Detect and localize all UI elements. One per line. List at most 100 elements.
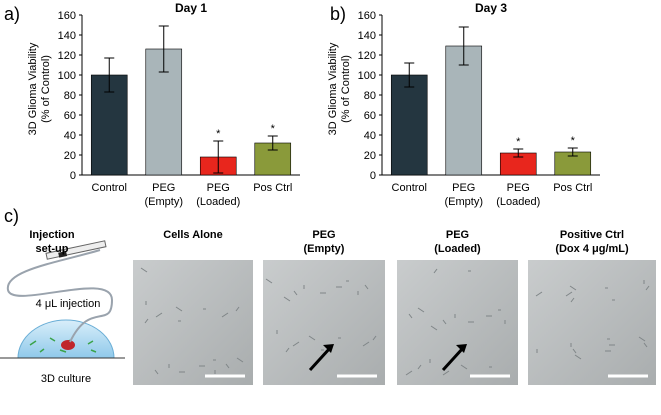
error-bar <box>458 26 469 66</box>
panel-label: a) <box>4 4 20 24</box>
cell-texture <box>572 348 577 354</box>
x-tick-label: PEG (Empty) <box>145 182 184 208</box>
cell-texture <box>236 357 244 363</box>
significance-mark: * <box>571 135 576 147</box>
y-tick-label: 80 <box>364 90 376 102</box>
y-tick-label: 40 <box>364 130 376 142</box>
tubing <box>6 249 114 343</box>
panel-label: b) <box>330 4 346 24</box>
cell-texture <box>570 297 575 303</box>
schematic-label: 4 μL injection <box>36 298 101 310</box>
cell-texture <box>265 278 273 284</box>
arrow-head <box>456 344 467 353</box>
cell-texture <box>155 312 163 318</box>
y-tick-label: 160 <box>358 10 376 22</box>
image-title: Cells Alone <box>163 229 223 241</box>
y-tick-label: 60 <box>364 110 376 122</box>
cell-texture <box>417 364 422 370</box>
error-bar <box>158 25 169 73</box>
cell-texture <box>408 313 413 319</box>
error-bar <box>104 57 115 93</box>
error-bar <box>513 148 524 158</box>
cell-texture <box>175 306 183 312</box>
cell-texture <box>442 319 447 325</box>
schematic-label: 3D culture <box>41 373 91 385</box>
cell-texture <box>283 296 291 302</box>
micrograph <box>263 260 385 385</box>
significance-mark: * <box>271 123 276 135</box>
image-title: PEG (Loaded) <box>434 229 481 255</box>
arrow <box>441 346 465 372</box>
x-tick-label: PEG (Empty) <box>445 182 484 208</box>
chart-title: Day 1 <box>175 1 207 15</box>
cell-texture <box>308 335 316 341</box>
micrograph <box>528 260 656 385</box>
culture-dome <box>17 319 115 359</box>
panel-label: c) <box>4 206 19 226</box>
cell-texture <box>154 369 159 375</box>
y-tick-label: 140 <box>58 30 76 42</box>
error-bar <box>213 140 224 174</box>
cell-texture <box>433 268 438 274</box>
cell-texture <box>417 307 425 313</box>
arrow-head <box>323 344 334 353</box>
x-tick-label: Control <box>92 182 127 194</box>
depot <box>61 340 75 350</box>
cell-texture <box>293 290 298 296</box>
y-tick-label: 140 <box>358 30 376 42</box>
y-tick-label: 0 <box>70 170 76 182</box>
micrograph <box>397 260 518 385</box>
y-tick-label: 20 <box>64 150 76 162</box>
cell-texture <box>574 354 582 360</box>
cell-texture <box>364 284 369 290</box>
y-tick-label: 0 <box>370 170 376 182</box>
y-tick-label: 100 <box>358 70 376 82</box>
micrograph <box>133 260 253 385</box>
y-tick-label: 120 <box>358 50 376 62</box>
x-tick-label: Pos Ctrl <box>553 182 592 194</box>
y-tick-label: 100 <box>58 70 76 82</box>
cell-texture <box>144 318 149 324</box>
y-axis-label: 3D Glioma Viability(% of Control) <box>27 42 52 135</box>
bar <box>445 45 483 176</box>
error-bar <box>567 147 578 157</box>
image-title: Injection set-up <box>29 229 75 255</box>
y-tick-label: 160 <box>58 10 76 22</box>
significance-mark: * <box>216 128 221 140</box>
cell-texture <box>535 291 543 297</box>
cell-texture <box>460 364 468 370</box>
bar <box>390 74 428 176</box>
y-tick-label: 120 <box>58 50 76 62</box>
cell-texture <box>643 342 648 348</box>
cell-texture <box>285 347 290 353</box>
cell-texture <box>442 370 450 376</box>
x-tick-label: PEG (Loaded) <box>496 182 540 208</box>
cell-texture <box>140 267 148 273</box>
arrow <box>308 346 332 372</box>
cell-texture <box>569 285 577 291</box>
cell-texture <box>565 291 573 297</box>
y-tick-label: 80 <box>64 90 76 102</box>
cell-texture <box>638 336 646 342</box>
cell-texture <box>430 325 438 331</box>
cell-texture <box>292 341 300 347</box>
image-title: PEG (Empty) <box>304 229 345 255</box>
error-bar <box>267 135 278 151</box>
y-axis-label: 3D Glioma Viability(% of Control) <box>327 42 352 135</box>
cell-texture <box>221 312 229 318</box>
x-tick-label: PEG (Loaded) <box>196 182 240 208</box>
cell-texture <box>362 341 370 347</box>
significance-mark: * <box>516 136 521 148</box>
cell-texture <box>372 335 377 341</box>
y-tick-label: 40 <box>64 130 76 142</box>
x-tick-label: Control <box>392 182 427 194</box>
syringe-plunger <box>58 251 68 258</box>
y-tick-label: 60 <box>64 110 76 122</box>
image-title: Positive Ctrl (Dox 4 μg/mL) <box>555 229 629 255</box>
chart-title: Day 3 <box>475 1 507 15</box>
x-tick-label: Pos Ctrl <box>253 182 292 194</box>
cell-texture <box>225 363 230 369</box>
y-tick-label: 20 <box>364 150 376 162</box>
cell-texture <box>645 285 650 291</box>
